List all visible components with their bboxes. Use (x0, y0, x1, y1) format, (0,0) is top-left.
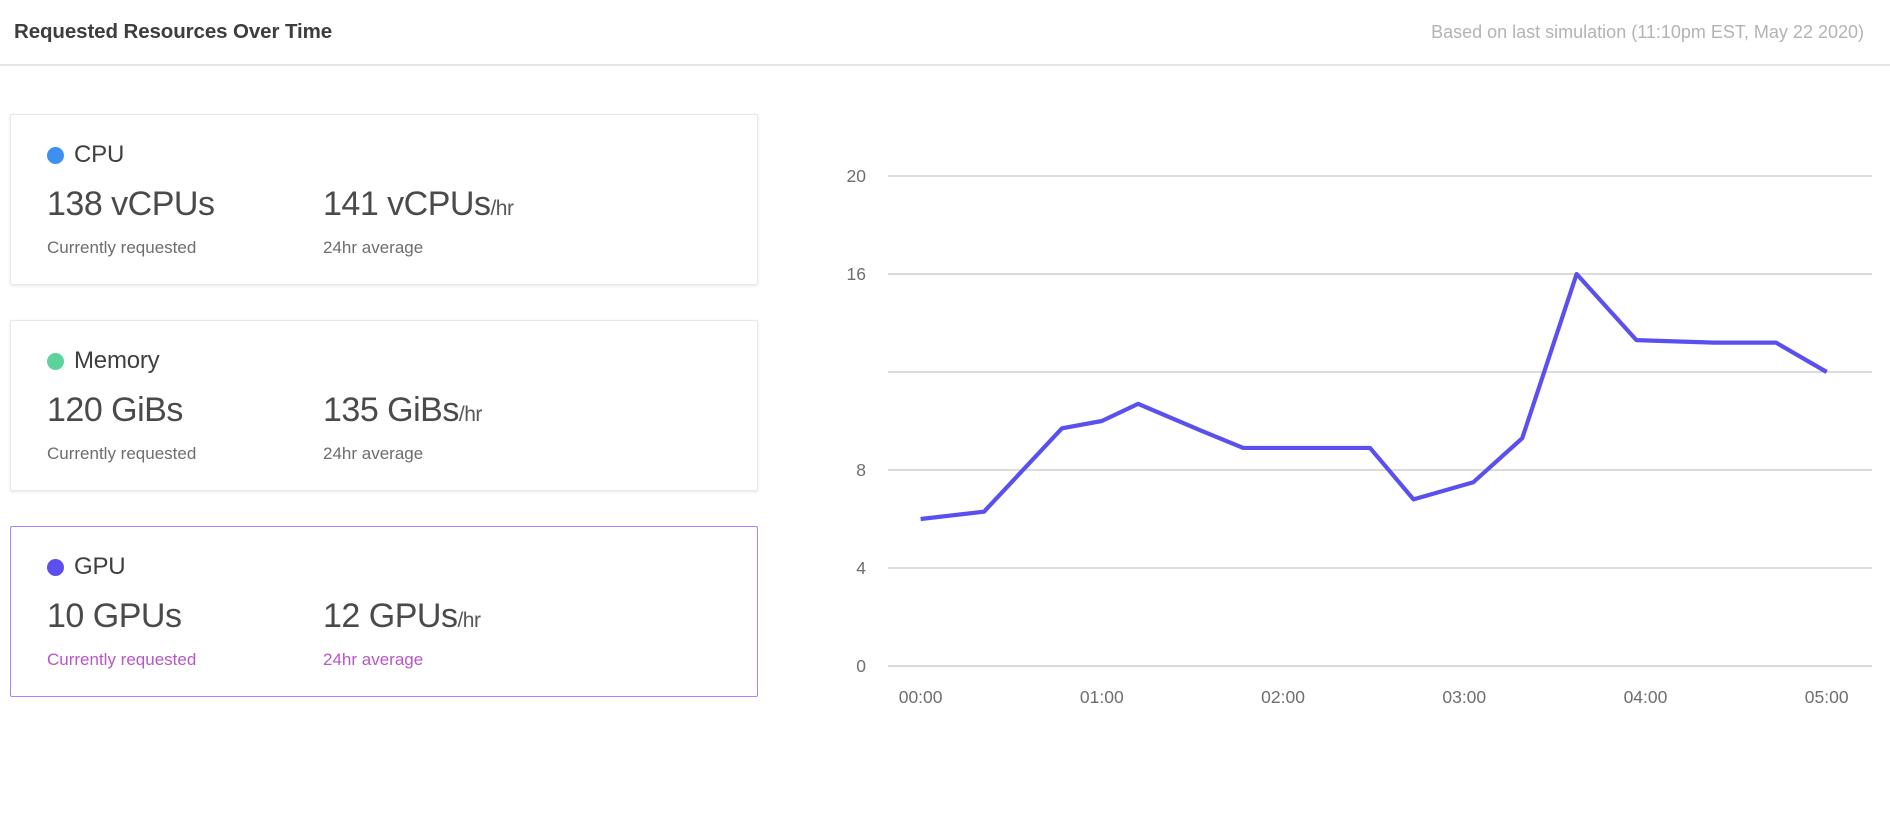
card-title-gpu: GPU (74, 553, 126, 581)
y-axis-tick-label: 0 (856, 656, 866, 676)
chart-y-axis-ticks: 20 16 8 4 0 (847, 166, 867, 676)
stat-average-memory: 135 GiBs/hr 24hr average (323, 391, 482, 464)
resource-line-chart[interactable]: 20 16 8 4 0 00:00 01:00 02:00 03:00 04:00 05:00 (760, 66, 1890, 816)
chart-series-line (920, 271, 1828, 522)
x-axis-tick-label: 04:00 (1624, 687, 1668, 707)
card-header-memory: Memory (47, 347, 757, 375)
stat-average-suffix-memory: /hr (458, 403, 483, 427)
stat-value-current-gpu: 10 GPUs (47, 597, 182, 636)
stat-average-number-cpu: 141 vCPUs (323, 185, 491, 223)
memory-color-dot-icon (47, 352, 64, 370)
series-line-gpu (920, 271, 1828, 522)
metric-card-memory[interactable]: Memory 120 GiBs Currently requested 135 … (10, 320, 758, 492)
stat-value-current-cpu: 138 vCPUs (47, 185, 215, 223)
stat-caption-current-gpu: Currently requested (47, 650, 197, 670)
x-axis-tick-label: 00:00 (899, 687, 943, 707)
card-header-gpu: GPU (47, 553, 757, 581)
stat-value-current-memory: 120 GiBs (47, 391, 183, 430)
stat-average-suffix-cpu: /hr (490, 197, 514, 220)
stat-current-memory: 120 GiBs Currently requested (47, 391, 323, 464)
cpu-color-dot-icon (47, 146, 64, 164)
y-axis-tick-label: 8 (856, 460, 866, 480)
card-title-memory: Memory (74, 347, 160, 375)
chart-panel: 20 16 8 4 0 00:00 01:00 02:00 03:00 04:00 05:00 (760, 66, 1890, 816)
chart-svg[interactable]: 20 16 8 4 0 00:00 01:00 02:00 03:00 04:00 05:00 (760, 66, 1890, 816)
stat-caption-average-memory: 24hr average (323, 444, 424, 464)
gpu-color-dot-icon (47, 558, 64, 576)
card-title-cpu: CPU (74, 141, 125, 168)
stat-caption-current-cpu: Currently requested (47, 238, 197, 258)
chart-gridlines (888, 175, 1872, 667)
stat-average-gpu: 12 GPUs/hr 24hr average (323, 597, 481, 670)
stat-caption-average-gpu: 24hr average (323, 650, 424, 670)
card-stats-gpu: 10 GPUs Currently requested 12 GPUs/hr 2… (47, 597, 757, 670)
card-header-cpu: CPU (47, 141, 757, 169)
stat-caption-average-cpu: 24hr average (323, 238, 424, 258)
stat-value-average-gpu: 12 GPUs/hr (323, 597, 481, 636)
x-axis-tick-label: 05:00 (1805, 687, 1849, 707)
panel-body: CPU 138 vCPUs Currently requested 141 vC… (0, 66, 1890, 816)
stat-average-number-memory: 135 GiBs (323, 391, 459, 430)
metric-card-list: CPU 138 vCPUs Currently requested 141 vC… (0, 66, 760, 816)
stat-average-suffix-gpu: /hr (457, 609, 481, 633)
y-axis-tick-label: 20 (847, 166, 867, 186)
card-stats-cpu: 138 vCPUs Currently requested 141 vCPUs/… (47, 185, 757, 258)
stat-value-average-cpu: 141 vCPUs/hr (323, 185, 514, 224)
x-axis-tick-label: 01:00 (1080, 687, 1124, 707)
chart-x-axis-ticks: 00:00 01:00 02:00 03:00 04:00 05:00 (899, 687, 1849, 707)
stat-current-cpu: 138 vCPUs Currently requested (47, 185, 323, 258)
stat-average-number-gpu: 12 GPUs (323, 597, 458, 636)
y-axis-tick-label: 4 (856, 558, 866, 578)
y-axis-tick-label: 16 (847, 264, 866, 284)
metric-card-cpu[interactable]: CPU 138 vCPUs Currently requested 141 vC… (10, 114, 758, 286)
stat-caption-current-memory: Currently requested (47, 444, 197, 464)
page-title: Requested Resources Over Time (14, 20, 333, 43)
stat-average-cpu: 141 vCPUs/hr 24hr average (323, 185, 514, 258)
panel-header: Requested Resources Over Time Based on l… (0, 0, 1890, 66)
x-axis-tick-label: 02:00 (1261, 687, 1305, 707)
simulation-timestamp: Based on last simulation (11:10pm EST, M… (1431, 21, 1864, 42)
stat-current-gpu: 10 GPUs Currently requested (47, 597, 323, 670)
x-axis-tick-label: 03:00 (1442, 687, 1486, 707)
metric-card-gpu[interactable]: GPU 10 GPUs Currently requested 12 GPUs/… (10, 526, 758, 698)
card-stats-memory: 120 GiBs Currently requested 135 GiBs/hr… (47, 391, 757, 464)
stat-value-average-memory: 135 GiBs/hr (323, 391, 482, 430)
